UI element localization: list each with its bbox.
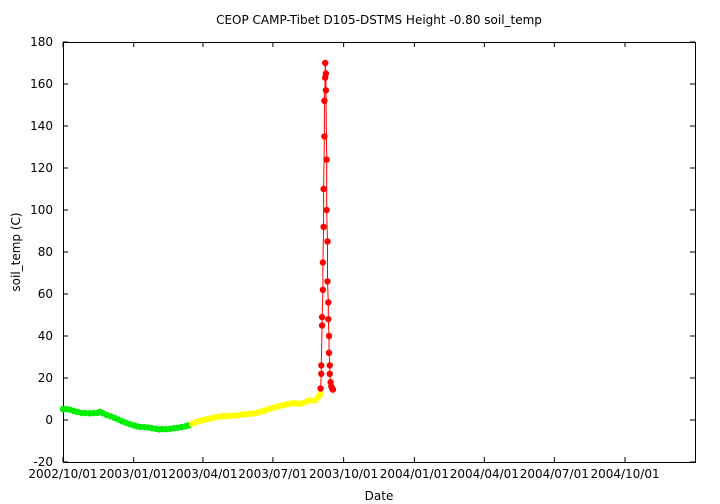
series-0 [59, 405, 192, 433]
series-1 [189, 390, 324, 427]
data-point [323, 156, 330, 163]
data-point [321, 133, 328, 140]
data-point [322, 70, 330, 77]
y-tick-label: -20 [33, 455, 53, 469]
x-tick-label: 2003/04/01 [168, 467, 237, 481]
chart-title: CEOP CAMP-Tibet D105-DSTMS Height -0.80 … [216, 13, 542, 27]
data-point [326, 370, 333, 377]
x-tick-label: 2004/07/01 [520, 467, 589, 481]
y-tick-label: 40 [38, 329, 53, 343]
data-point [320, 223, 327, 230]
series-2 [317, 59, 337, 393]
y-tick-label: 0 [45, 413, 53, 427]
y-tick-label: 180 [30, 35, 53, 49]
y-axis-title: soil_temp (C) [9, 212, 23, 291]
data-point [318, 313, 326, 321]
y-tick-label: 80 [38, 245, 53, 259]
data-point [325, 332, 333, 340]
x-tick-label: 2003/10/01 [309, 467, 378, 481]
x-tick-label: 2004/01/01 [380, 467, 449, 481]
x-tick-label: 2004/04/01 [450, 467, 519, 481]
data-point [323, 206, 330, 214]
data-series [59, 59, 337, 433]
x-tick-label: 2003/01/01 [99, 467, 168, 481]
data-point [324, 238, 331, 245]
data-point [319, 286, 327, 293]
x-axis-title: Date [365, 489, 394, 503]
data-point [317, 390, 324, 397]
data-point [325, 316, 332, 323]
x-tick-label: 2004/10/01 [590, 467, 659, 481]
data-point [325, 349, 333, 356]
data-point [320, 185, 327, 193]
y-tick-label: 20 [38, 371, 53, 385]
x-tick-label: 2003/07/01 [238, 467, 307, 481]
data-point [325, 299, 332, 306]
plot-frame [63, 42, 696, 463]
x-tick-label: 2002/10/01 [28, 467, 97, 481]
y-tick-label: 100 [30, 203, 53, 217]
data-point [317, 385, 324, 392]
data-point [319, 259, 327, 266]
y-tick-label: 120 [30, 161, 53, 175]
data-point [322, 59, 329, 67]
data-point [326, 362, 333, 369]
data-point [318, 322, 326, 329]
data-point [329, 386, 337, 393]
data-point [318, 362, 325, 369]
y-tick-label: 60 [38, 287, 53, 301]
y-axis-ticks: -20 0 20 40 60 80 100 120 140 160 180 [30, 35, 695, 469]
data-point [82, 409, 89, 417]
y-tick-label: 160 [30, 77, 53, 91]
data-point [321, 97, 328, 105]
x-axis-ticks: 2002/10/01 2003/01/01 2003/04/01 2003/07/01… [28, 42, 660, 481]
y-tick-label: 140 [30, 119, 53, 133]
data-point [318, 370, 325, 377]
data-point [324, 278, 331, 285]
data-point [322, 87, 330, 94]
